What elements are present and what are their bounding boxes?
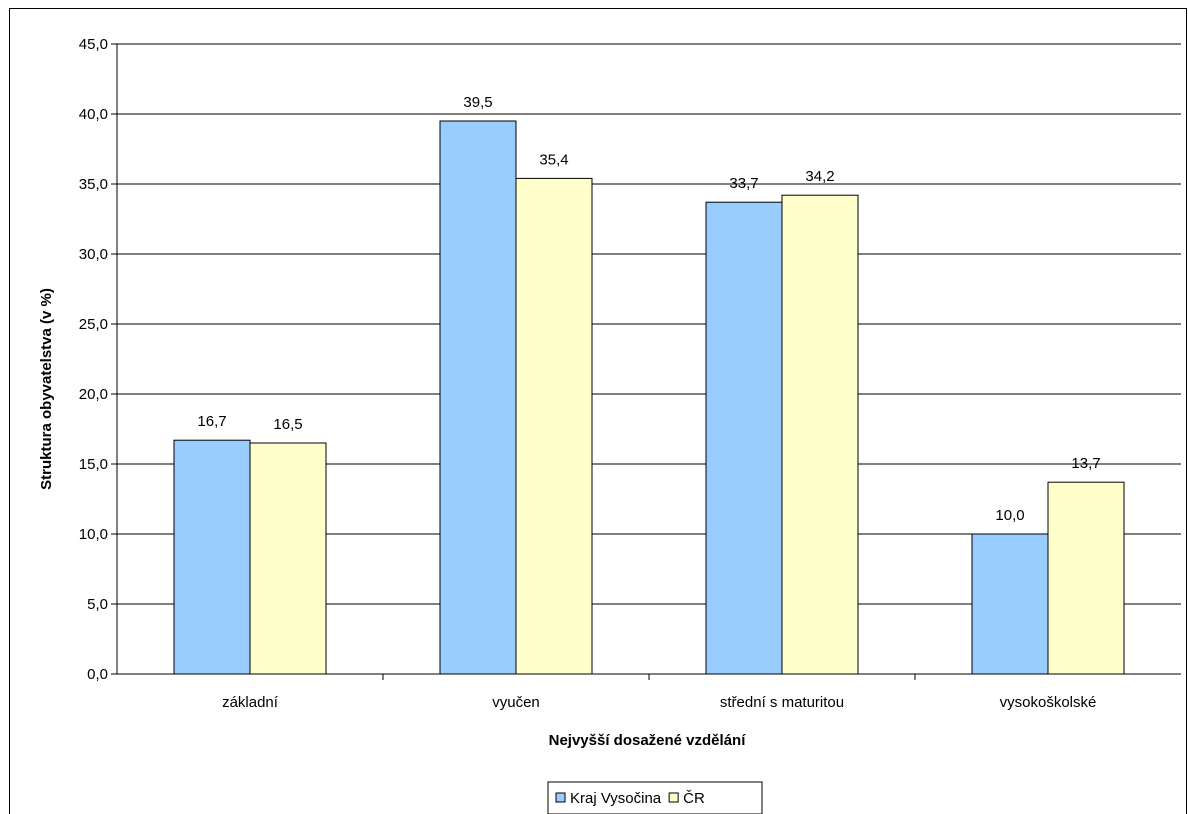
- x-category-label: střední s maturitou: [720, 694, 844, 711]
- data-label: 35,4: [539, 151, 568, 168]
- y-tick-label: 30,0: [79, 246, 108, 263]
- bar: [515, 177, 593, 675]
- y-tick-label: 5,0: [87, 596, 108, 613]
- data-labels: 16,7 16,5 39,5 35,4 33,7 34,2 10,0 13,7: [197, 94, 1100, 524]
- x-category-label: vysokoškolské: [1000, 694, 1097, 711]
- x-axis-categories: základní vyučen střední s maturitou vysokoš…: [222, 674, 1096, 711]
- y-tick-label: 15,0: [79, 456, 108, 473]
- bar: [705, 201, 783, 675]
- legend-label: ČR: [683, 790, 705, 807]
- data-label: 13,7: [1071, 455, 1100, 472]
- legend-swatch: [668, 792, 679, 803]
- bar: [173, 439, 251, 675]
- legend-box: [547, 781, 763, 814]
- y-tick-label: 35,0: [79, 176, 108, 193]
- legend-label: Kraj Vysočina: [570, 790, 662, 807]
- legend: Kraj Vysočina ČR: [547, 781, 763, 814]
- y-tick-label: 25,0: [79, 316, 108, 333]
- bar: [439, 120, 517, 675]
- x-category-label: základní: [222, 694, 279, 711]
- y-axis-ticks: 0,0 5,0 10,0 15,0 20,0 25,0 30,0 35,0 40,0 45,0: [79, 36, 117, 683]
- data-label: 16,7: [197, 413, 226, 430]
- data-label: 10,0: [995, 507, 1024, 524]
- bars: [173, 120, 1125, 675]
- y-tick-label: 10,0: [79, 526, 108, 543]
- chart-frame: [9, 8, 1187, 814]
- y-tick-label: 0,0: [87, 666, 108, 683]
- y-tick-label: 20,0: [79, 386, 108, 403]
- x-category-label: vyučen: [492, 694, 540, 711]
- data-label: 39,5: [463, 94, 492, 111]
- bar: [249, 442, 327, 675]
- bar: [781, 194, 859, 675]
- bar: [971, 533, 1049, 675]
- y-tick-label: 45,0: [79, 36, 108, 53]
- data-label: 33,7: [729, 175, 758, 192]
- y-tick-label: 40,0: [79, 106, 108, 123]
- data-label: 34,2: [805, 168, 834, 185]
- x-axis-title: Nejvyšší dosažené vzdělání: [549, 732, 747, 749]
- bar: [1047, 481, 1125, 675]
- data-label: 16,5: [273, 416, 302, 433]
- legend-swatch: [555, 792, 566, 803]
- y-axis-title: Struktura obyvatelstva (v %): [38, 288, 55, 490]
